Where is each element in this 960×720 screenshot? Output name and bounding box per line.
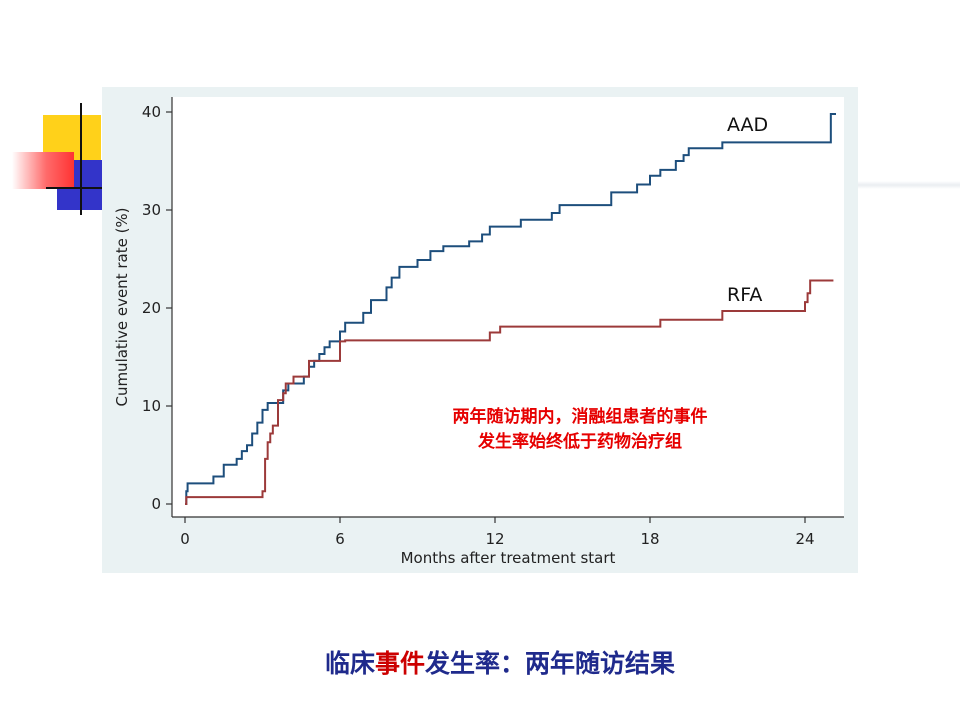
x-tick-label: 12 [485,530,504,548]
y-tick-label: 40 [142,103,161,121]
title-part: 临床 [324,649,375,678]
slide-title: 临床事件发生率：两年随访结果 [0,644,960,680]
title-part: 事件 [374,649,425,678]
x-axis-ticks: 0 6 12 18 24 [180,517,815,548]
decor-red-gradient-bar [12,152,74,189]
decor-light-streak [858,181,960,189]
x-tick-label: 6 [335,530,345,548]
decor-vertical-line [80,103,82,215]
decor-horizontal-line [46,187,104,189]
x-tick-label: 0 [180,530,190,548]
y-axis-label: Cumulative event rate (%) [113,207,131,406]
series-label-aad: AAD [727,114,768,136]
title-part: 发生率 [425,649,501,678]
y-axis-ticks: 0 10 20 30 40 [142,103,172,513]
y-tick-label: 30 [142,201,161,219]
y-tick-label: 10 [142,397,161,415]
title-part: ：两年随访结果 [500,649,676,678]
series-label-rfa: RFA [727,284,762,306]
annotation-line-2: 发生率始终低于药物治疗组 [478,432,682,452]
y-tick-label: 0 [151,495,161,513]
plot-area [172,97,844,517]
annotation-line-1: 两年随访期内，消融组患者的事件 [452,407,708,427]
chart-annotation: 两年随访期内，消融组患者的事件 发生率始终低于药物治疗组 [340,405,820,455]
y-tick-label: 20 [142,299,161,317]
x-axis-label: Months after treatment start [401,549,616,567]
series-line-rfa [185,279,834,505]
x-tick-label: 18 [640,530,659,548]
series-line-aad [185,112,836,505]
series-lines [185,112,836,505]
x-tick-label: 24 [795,530,814,548]
